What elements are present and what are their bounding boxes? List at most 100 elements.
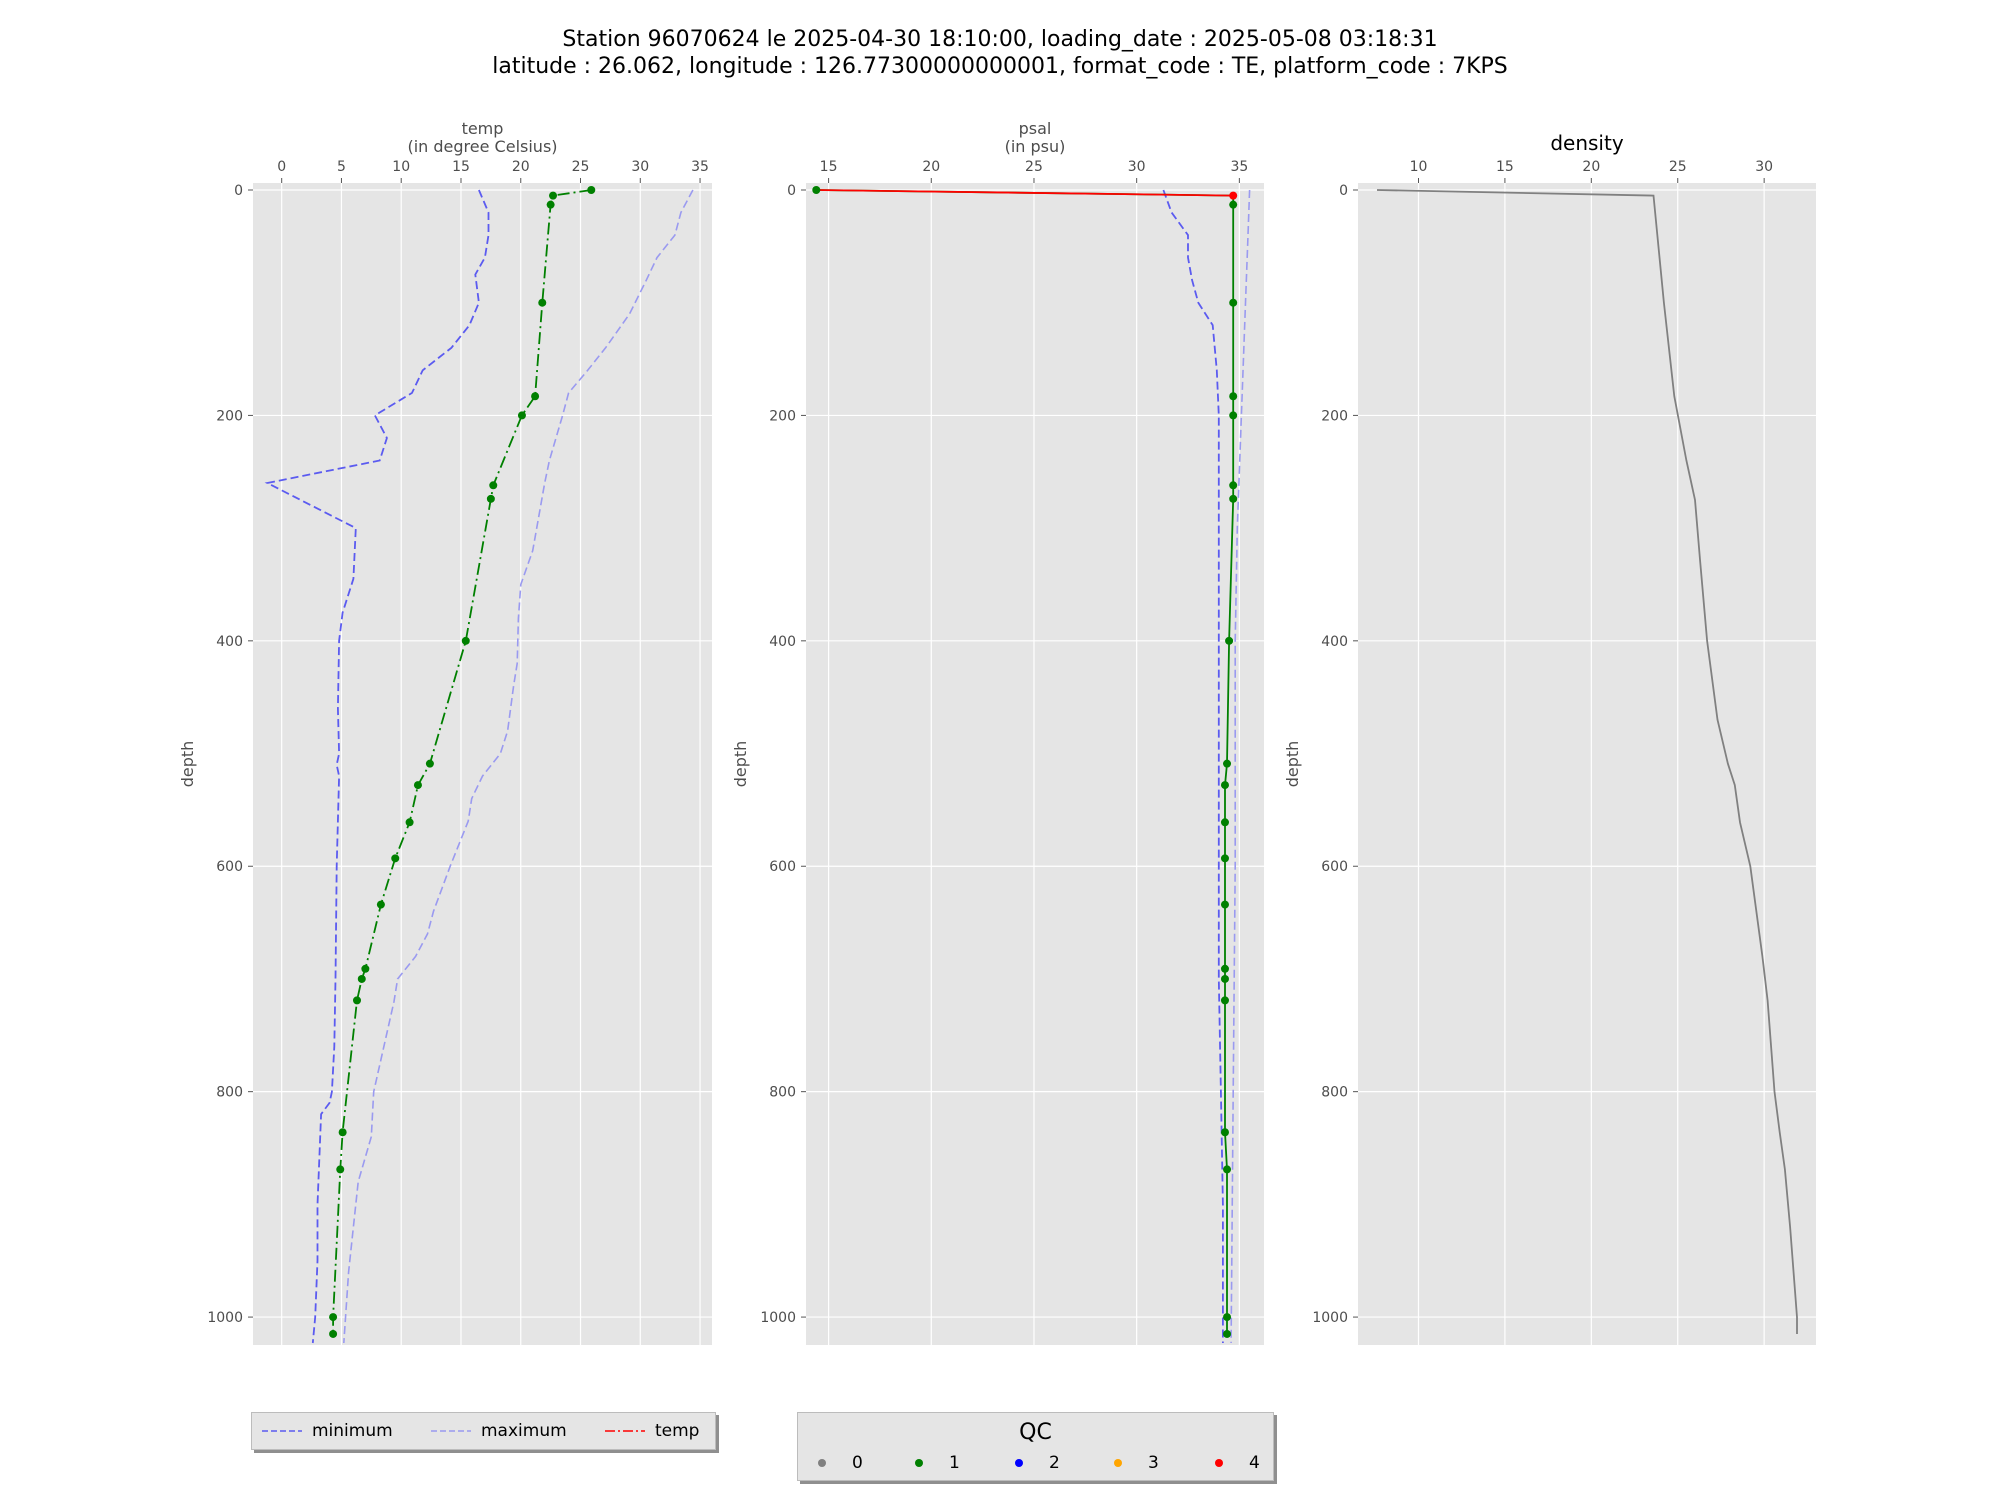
y-tick-label: 600 [1321, 859, 1348, 875]
legend-swatch-temp [605, 1430, 645, 1432]
data-point-temp [405, 818, 414, 827]
y-tick-label: 1000 [1312, 1310, 1348, 1326]
x-tick-label: 20 [922, 159, 940, 175]
qc-legend-item-4: 4 [1215, 1453, 1260, 1473]
series-line-maximum [343, 189, 694, 1344]
plot-area-temp [253, 183, 712, 1345]
series-line-maximum [1230, 189, 1251, 1344]
data-point-temp [391, 854, 400, 863]
data-point-temp [517, 411, 526, 420]
qc-label-1: 1 [949, 1453, 960, 1473]
x-tick-label: 15 [820, 159, 838, 175]
legend-swatch-minimum [262, 1430, 302, 1432]
data-point-temp [486, 494, 495, 503]
x-tick-label: 0 [277, 159, 286, 175]
y-tick-label: 0 [1339, 183, 1348, 199]
y-tick-label: 200 [769, 408, 796, 424]
y-tick-label: 0 [234, 183, 243, 199]
data-point-temp [425, 759, 434, 768]
panel-title-density: density [1550, 131, 1623, 155]
data-point-temp [336, 1165, 345, 1174]
y-tick-label: 200 [1321, 408, 1348, 424]
panel-psal: 15 20 25 30 35 0 200 400 600 800 1000 psal(in psu) d… [731, 119, 1264, 1345]
y-tick-label: 800 [216, 1085, 243, 1101]
data-point-psal [1229, 392, 1238, 401]
data-point-psal [1229, 481, 1238, 490]
data-point-psal [1220, 781, 1229, 790]
qc-legend-item-1: 1 [915, 1453, 960, 1473]
data-point-psal [1220, 996, 1229, 1005]
legend-item-temp: temp [605, 1421, 699, 1441]
x-tick-label: 35 [691, 159, 709, 175]
panel-density: 10 15 20 25 30 0 200 400 600 800 1000 density depth [1283, 131, 1816, 1345]
figure-title-line-1: Station 96070624 le 2025-04-30 18:10:00,… [562, 27, 1438, 52]
x-tick-label: 35 [1230, 159, 1248, 175]
y-tick-label: 1000 [760, 1310, 796, 1326]
x-tick-label: 5 [337, 159, 346, 175]
data-point-temp [357, 974, 366, 983]
legend-item-minimum: minimum [262, 1421, 393, 1441]
data-point-temp [587, 186, 596, 194]
data-point-psal [1220, 854, 1229, 863]
qc-legend-item-0: 0 [818, 1453, 863, 1473]
data-point-psal [1220, 974, 1229, 983]
legend-swatch-maximum [431, 1430, 471, 1432]
x-axis-label-temp: temp [462, 119, 504, 138]
panel-temp: 0 5 10 15 20 25 30 35 0 200 400 600 800 1000 temp(in d… [178, 119, 712, 1345]
x-axis-label-temp: (in degree Celsius) [407, 137, 557, 156]
qc-label-2: 2 [1049, 1453, 1060, 1473]
figure-title-line-2: latitude : 26.062, longitude : 126.77300… [492, 54, 1508, 79]
data-point-temp [538, 298, 547, 307]
x-axis-label-psal: (in psu) [1005, 137, 1066, 156]
legend-label-maximum: maximum [481, 1421, 567, 1441]
data-point-psal [812, 186, 821, 194]
data-point-temp [546, 200, 555, 209]
data-point-temp [489, 481, 498, 490]
qc-dot-2 [1015, 1459, 1023, 1467]
data-point-temp [549, 191, 558, 200]
x-tick-label: 10 [392, 159, 410, 175]
legend-label-minimum: minimum [312, 1421, 393, 1441]
qc-legend: QC 0 1 2 3 4 [797, 1412, 1274, 1481]
data-point-psal [1223, 1313, 1232, 1322]
data-point-psal [1220, 964, 1229, 973]
data-point-psal [1225, 636, 1234, 645]
x-tick-label: 25 [1025, 159, 1043, 175]
plot-area-psal [806, 183, 1264, 1345]
data-point-psal [1220, 1128, 1229, 1137]
data-point-psal [1229, 411, 1238, 420]
plot-area-density [1358, 183, 1816, 1345]
data-point-temp [376, 900, 385, 909]
qc-dot-0 [818, 1459, 826, 1467]
series-line-psal_flag4_segment [816, 189, 1234, 197]
data-point-psal [1229, 200, 1238, 209]
x-tick-label: 20 [1582, 159, 1600, 175]
x-tick-label: 25 [572, 159, 590, 175]
y-axis-label-density: depth [1283, 741, 1302, 788]
data-point-psal [1220, 818, 1229, 827]
qc-dot-4 [1215, 1459, 1223, 1467]
legend-item-maximum: maximum [431, 1421, 567, 1441]
y-tick-label: 800 [769, 1085, 796, 1101]
series-line-minimum [264, 189, 490, 1344]
y-tick-label: 800 [1321, 1085, 1348, 1101]
x-tick-label: 25 [1669, 159, 1687, 175]
x-tick-label: 10 [1410, 159, 1428, 175]
y-tick-label: 200 [216, 408, 243, 424]
x-axis-label-psal: psal [1019, 119, 1052, 138]
y-tick-label: 600 [216, 859, 243, 875]
y-tick-label: 400 [769, 634, 796, 650]
data-point-temp [352, 996, 361, 1005]
x-tick-label: 30 [1128, 159, 1146, 175]
qc-legend-item-2: 2 [1015, 1453, 1060, 1473]
x-tick-label: 30 [631, 159, 649, 175]
y-tick-label: 400 [1321, 634, 1348, 650]
data-point-psal [1220, 900, 1229, 909]
data-point-temp [329, 1313, 338, 1322]
data-point-temp [361, 964, 370, 973]
data-point-temp [413, 781, 422, 790]
qc-legend-item-3: 3 [1114, 1453, 1159, 1473]
y-tick-label: 400 [216, 634, 243, 650]
qc-dot-1 [915, 1459, 923, 1467]
data-point-psal [1223, 759, 1232, 768]
